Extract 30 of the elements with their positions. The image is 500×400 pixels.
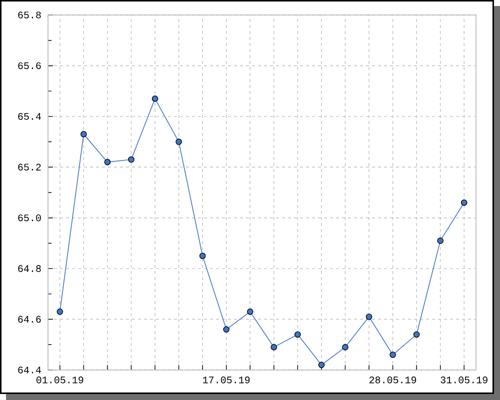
point [199,252,206,260]
y-tick-label: 65.2 [18,164,41,171]
point [56,308,64,315]
point [176,138,182,145]
y-tick-label: 64.8 [18,265,41,272]
point [152,96,158,102]
x-tick-label: 31.05.19 [440,376,488,384]
point [342,344,348,350]
x-tick-label: 01.05.19 [36,376,84,384]
y-tick-label: 65.8 [18,12,41,18]
point [128,156,134,163]
y-tick-label: 65.0 [18,214,41,222]
point [223,326,230,333]
point [318,362,325,368]
point [80,131,87,138]
x-tick-label: 17.05.19 [203,376,250,384]
y-tick-label: 65.6 [18,62,41,70]
point [460,199,468,206]
point [270,344,278,350]
y-tick-label: 64.6 [18,316,41,323]
point [246,308,254,315]
y-tick-label: 64.4 [18,366,41,374]
y-tick-label: 65.4 [18,113,41,120]
point [437,238,444,244]
point [390,352,396,358]
point [294,331,301,338]
point [104,158,111,166]
x-tick-label: 28.05.19 [369,376,416,384]
point [366,314,372,320]
point [413,331,420,338]
